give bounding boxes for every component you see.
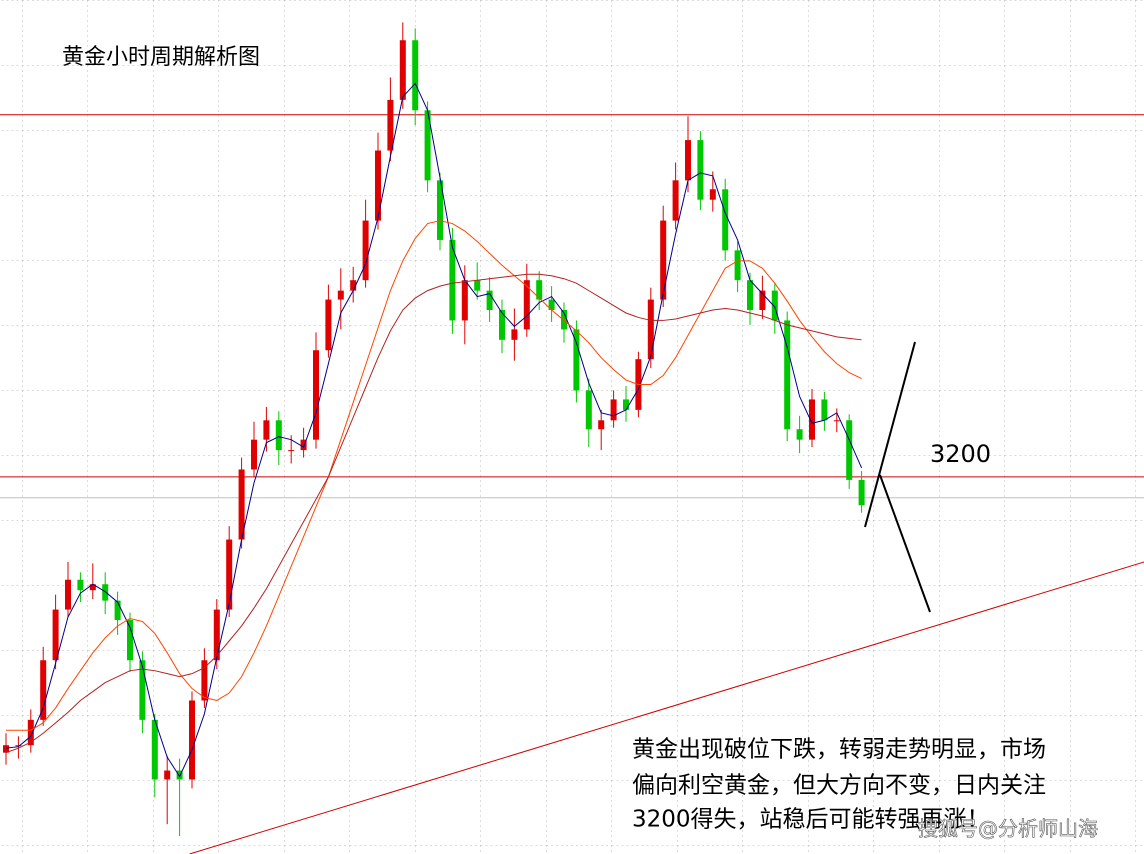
- candle-body: [102, 584, 109, 601]
- candle-body: [784, 320, 791, 430]
- candle-body: [598, 420, 605, 430]
- level-label: 3200: [930, 440, 991, 468]
- candle-body: [15, 745, 22, 747]
- candle-body: [511, 329, 518, 340]
- candle-body: [585, 390, 592, 430]
- candle-body: [151, 719, 158, 780]
- candle-body: [486, 290, 493, 311]
- candle-body: [697, 140, 704, 200]
- candle-body: [610, 399, 617, 421]
- candle-body: [313, 350, 319, 440]
- annotation: 3200得失，站稳后可能转强再涨！: [632, 807, 990, 833]
- candle-body: [52, 609, 59, 661]
- candle-body: [263, 420, 270, 440]
- candle-body: [499, 310, 505, 340]
- projection-down: [879, 474, 931, 613]
- candle-body: [337, 290, 344, 300]
- candle-body: [89, 584, 96, 591]
- candle-body: [387, 99, 394, 151]
- candle-body: [424, 110, 431, 181]
- candle-body: [375, 150, 381, 221]
- chart-title: 黄金小时周期解析图: [62, 45, 260, 70]
- watermark: 搜狐号@分析师山海: [918, 817, 1098, 841]
- candle-body: [114, 600, 121, 621]
- candle-body: [561, 310, 567, 330]
- annotation: 偏向利空黄金，但大方向不变，日内关注: [632, 773, 1046, 799]
- moving-average: [5, 82, 863, 778]
- candle-body: [771, 290, 778, 321]
- candle-body: [189, 700, 195, 780]
- candle-body: [213, 609, 220, 661]
- candle-body: [660, 220, 667, 300]
- candle-body: [647, 299, 654, 360]
- candle-body: [412, 40, 419, 111]
- candle-body: [709, 189, 716, 200]
- projection-up: [864, 341, 916, 528]
- candle-body: [523, 280, 530, 330]
- candle-body: [437, 180, 443, 240]
- candle-body: [796, 429, 803, 440]
- candle-body: [809, 399, 815, 440]
- moving-average: [5, 273, 862, 754]
- candle-body: [40, 660, 47, 720]
- candle-body: [300, 439, 307, 451]
- candle-body: [833, 420, 840, 422]
- candle-body: [685, 140, 691, 181]
- candle-body: [399, 40, 406, 100]
- moving-average: [6, 220, 862, 731]
- candle-body: [449, 239, 456, 321]
- candle-body: [548, 299, 555, 311]
- candle-body: [734, 250, 741, 281]
- candle-body: [176, 770, 183, 780]
- candle-body: [747, 280, 753, 311]
- candle-body: [226, 539, 233, 610]
- candle-body: [65, 579, 71, 610]
- annotation: 黄金出现破位下跌，转弱走势明显，市场: [632, 737, 1046, 763]
- candle-body: [858, 479, 865, 506]
- candle-body: [77, 579, 84, 591]
- candle-body: [474, 280, 481, 291]
- candle-body: [325, 299, 332, 351]
- trendline: [189, 561, 1144, 854]
- candle-body: [623, 399, 629, 410]
- candle-body: [201, 660, 208, 701]
- candle-body: [27, 719, 34, 746]
- candle-body: [672, 180, 679, 221]
- candle-body: [164, 770, 171, 780]
- candle-body: [127, 620, 133, 661]
- candle-body: [3, 745, 9, 753]
- candle-body: [846, 420, 853, 480]
- candle-body: [759, 290, 766, 311]
- candle-body: [238, 469, 245, 540]
- candle-body: [350, 280, 357, 291]
- candle-body: [139, 660, 146, 720]
- candle-body: [288, 450, 295, 452]
- candle-body: [573, 329, 580, 391]
- candle-body: [536, 280, 543, 300]
- candle-body: [362, 220, 369, 281]
- candle-body: [722, 189, 729, 251]
- candle-body: [821, 399, 828, 421]
- candle-body: [251, 439, 257, 470]
- candle-body: [461, 280, 468, 321]
- candle-body: [275, 420, 282, 451]
- plot: [0, 22, 1144, 854]
